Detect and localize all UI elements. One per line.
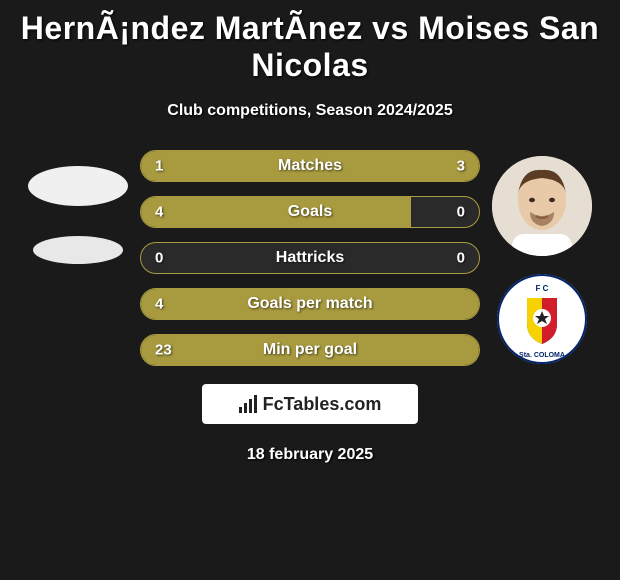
svg-text:Sta. COLOMA: Sta. COLOMA (519, 352, 565, 359)
stat-value-left: 4 (155, 204, 163, 221)
stat-label: Goals (288, 203, 332, 221)
stat-row: Matches 1 3 (140, 150, 480, 182)
stat-value-left: 23 (155, 342, 172, 359)
svg-text:F C: F C (536, 284, 549, 293)
stat-value-right: 0 (457, 250, 465, 267)
stat-value-right: 3 (457, 158, 465, 175)
stats-area: Matches 1 3 Goals 4 0 Hattricks 0 0 Goals per mat… (0, 150, 620, 366)
stat-bar-left-fill (141, 151, 226, 181)
player-right-column: F C Sta. COLOMA (492, 150, 592, 364)
infographic-container: HernÃ¡ndez MartÃnez vs Moises San Nicola… (0, 0, 620, 464)
club-crest-icon: F C Sta. COLOMA (497, 274, 587, 364)
player-left-photo-placeholder (28, 166, 128, 206)
stat-label: Hattricks (276, 249, 344, 267)
subtitle: Club competitions, Season 2024/2025 (0, 102, 620, 120)
brand-badge: FcTables.com (202, 384, 418, 424)
player-right-club-logo: F C Sta. COLOMA (497, 274, 587, 364)
stat-row: Goals 4 0 (140, 196, 480, 228)
footer-date: 18 february 2025 (0, 446, 620, 464)
player-left-club-placeholder (33, 236, 123, 264)
stat-value-right: 0 (457, 204, 465, 221)
avatar-icon (492, 156, 592, 256)
bar-chart-icon (239, 395, 257, 413)
player-right-photo (492, 156, 592, 256)
stat-label: Goals per match (247, 295, 372, 313)
stat-bar-right-fill (226, 151, 480, 181)
stat-row: Goals per match 4 (140, 288, 480, 320)
page-title: HernÃ¡ndez MartÃnez vs Moises San Nicola… (0, 10, 620, 84)
stat-value-left: 0 (155, 250, 163, 267)
stat-bars: Matches 1 3 Goals 4 0 Hattricks 0 0 Goals per mat… (140, 150, 480, 366)
stat-row: Min per goal 23 (140, 334, 480, 366)
stat-bar-left-fill (141, 197, 411, 227)
stat-row: Hattricks 0 0 (140, 242, 480, 274)
stat-value-left: 4 (155, 296, 163, 313)
stat-label: Min per goal (263, 341, 357, 359)
brand-text: FcTables.com (263, 394, 382, 415)
player-left-column (28, 150, 128, 264)
stat-label: Matches (278, 157, 342, 175)
stat-value-left: 1 (155, 158, 163, 175)
